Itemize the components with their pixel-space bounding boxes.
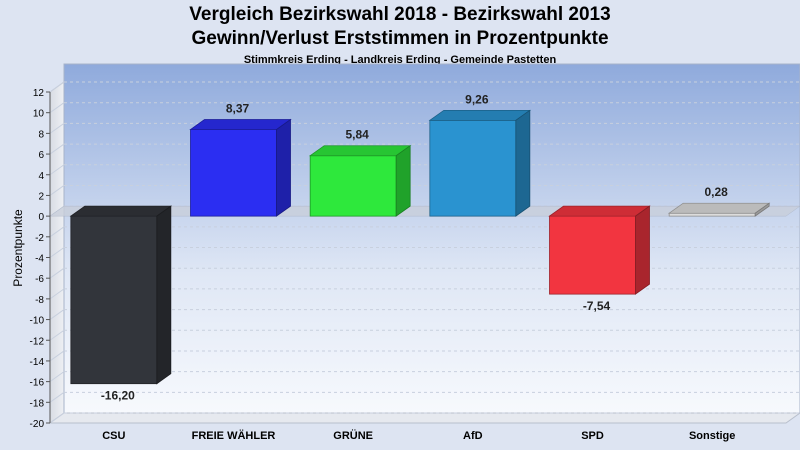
bar-top	[308, 145, 412, 157]
y-tick-label: 10	[33, 109, 45, 120]
gridline-side	[49, 309, 65, 320]
y-tick-label: 12	[33, 88, 45, 99]
plot-back-wall	[63, 63, 800, 414]
bar-top	[189, 119, 292, 130]
bar-top	[69, 205, 173, 217]
gridline-side	[49, 329, 65, 341]
bar-side	[635, 205, 650, 295]
gridline-side	[49, 226, 65, 238]
bar-spd	[548, 205, 651, 295]
data-label: 5,84	[345, 128, 369, 142]
gridline-side	[49, 185, 65, 196]
gridline-side	[49, 143, 65, 155]
bar-front	[309, 155, 397, 217]
y-tick-label: -8	[35, 295, 44, 306]
y-axis-title: Prozentpunkte	[11, 209, 25, 287]
category-label: Sonstige	[689, 430, 735, 442]
category-label: FREIE WÄHLER	[192, 429, 276, 442]
y-tick-label: -16	[30, 378, 45, 389]
bar-side	[156, 205, 172, 385]
y-tick-label: -6	[35, 274, 44, 285]
gridline-side	[49, 164, 65, 176]
bar-afd	[428, 109, 532, 217]
y-tick-label: 2	[38, 191, 44, 202]
data-label: 9,26	[465, 92, 489, 106]
y-tick-label: 0	[38, 212, 44, 223]
bar-top	[428, 109, 532, 121]
bar-top	[667, 202, 771, 214]
bar-sonstige	[667, 202, 771, 217]
y-tick-label: -2	[35, 233, 44, 244]
data-label: 8,37	[226, 102, 250, 116]
y-tick-label: -20	[30, 419, 45, 430]
plot-floor	[48, 412, 800, 424]
category-label: AfD	[463, 430, 483, 442]
data-label: 0,28	[704, 185, 728, 199]
gridline-side	[49, 247, 65, 258]
y-tick-label: -18	[30, 398, 45, 409]
category-label: SPD	[581, 430, 604, 442]
category-label: GRÜNE	[333, 429, 373, 442]
bar-side	[395, 144, 411, 217]
y-tick-label: -10	[30, 316, 45, 327]
y-tick-label: -4	[35, 254, 44, 265]
data-label: -7,54	[583, 299, 611, 313]
bar-csu	[69, 205, 173, 385]
chart-title: Vergleich Bezirkswahl 2018 - Bezirkswahl…	[189, 4, 611, 25]
y-tick-label: -14	[30, 357, 45, 368]
bar-side	[515, 109, 531, 217]
data-labels: -16,20 8,37 5,84 9,26 -7,54 0,28	[101, 92, 728, 402]
bar-front	[429, 119, 517, 217]
chart-caption: Stimmkreis Erding - Landkreis Erding - G…	[243, 54, 557, 66]
bars	[69, 109, 771, 385]
bar-front	[549, 215, 636, 295]
chart-subtitle: Gewinn/Verlust Erststimmen in Prozentpun…	[191, 28, 609, 49]
gridline-side	[49, 122, 65, 134]
bar-gr-ne	[308, 144, 412, 217]
gridline-side	[49, 267, 65, 279]
gridline-side	[49, 391, 65, 403]
gridline-side	[49, 81, 65, 93]
bar-front	[70, 215, 158, 385]
bar-side	[754, 202, 770, 217]
bar-top	[548, 205, 651, 217]
gridline-side	[49, 412, 65, 424]
bar-front	[190, 129, 277, 217]
gridline-side	[49, 350, 65, 362]
gridline-side	[49, 102, 65, 114]
gridline-side	[49, 371, 65, 383]
category-labels: CSU FREIE WÄHLER GRÜNE AfD SPD Sonstige	[102, 429, 735, 442]
y-axis-ticks: 12 10 8 6 4 2 0 -2 -4 -6 -8 -10 -12 -14 -16 -18 -20	[30, 88, 51, 430]
y-tick-label: 8	[38, 129, 44, 140]
data-label: -16,20	[101, 389, 135, 403]
y-tick-label: -12	[30, 336, 45, 347]
bar-front	[668, 212, 756, 217]
category-label: CSU	[102, 430, 125, 442]
y-tick-label: 6	[38, 150, 44, 161]
y-tick-label: 4	[38, 171, 44, 182]
bar-freie-w-hler	[189, 118, 292, 217]
gridline-side	[49, 288, 65, 300]
bar-side	[276, 118, 291, 217]
